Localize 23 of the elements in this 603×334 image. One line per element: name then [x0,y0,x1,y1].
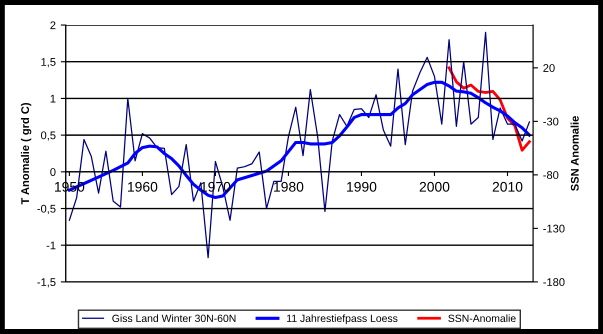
x-tick-label: 1960 [128,182,158,192]
x-tick-label: 1990 [347,182,376,192]
y2-tick-label: -130 [543,224,565,233]
legend-label: 11 Jahrestiefpass Loess [287,314,398,324]
y2-tick-label: -180 [543,278,565,286]
y-tick-label: 1,5 [41,58,56,68]
y-tick-label: -1 [46,242,56,250]
y-tick-label: 1 [50,94,56,102]
y-tick-label: 0 [50,168,56,176]
x-tick-label: 2000 [420,182,450,192]
y2-axis-title: SSN Anomalie [570,116,579,191]
y-tick-label: 0,5 [40,131,56,141]
y2-tick-label: 20 [543,64,555,72]
y2-tick-label: -30 [543,118,558,126]
y-tick-label: -0,5 [37,204,56,214]
y-axis-title: T Anomalie ( grd C) [20,102,32,204]
legend-label: SSN-Anomalie [448,314,516,322]
y-tick-label: 2 [50,21,56,30]
y-tick-label: -1,5 [37,278,56,288]
x-tick-label: 1980 [274,182,304,192]
y2-tick-label: -80 [543,171,558,180]
x-tick-label: 2010 [492,182,522,192]
legend-label: Giss Land Winter 30N-60N [112,314,236,322]
